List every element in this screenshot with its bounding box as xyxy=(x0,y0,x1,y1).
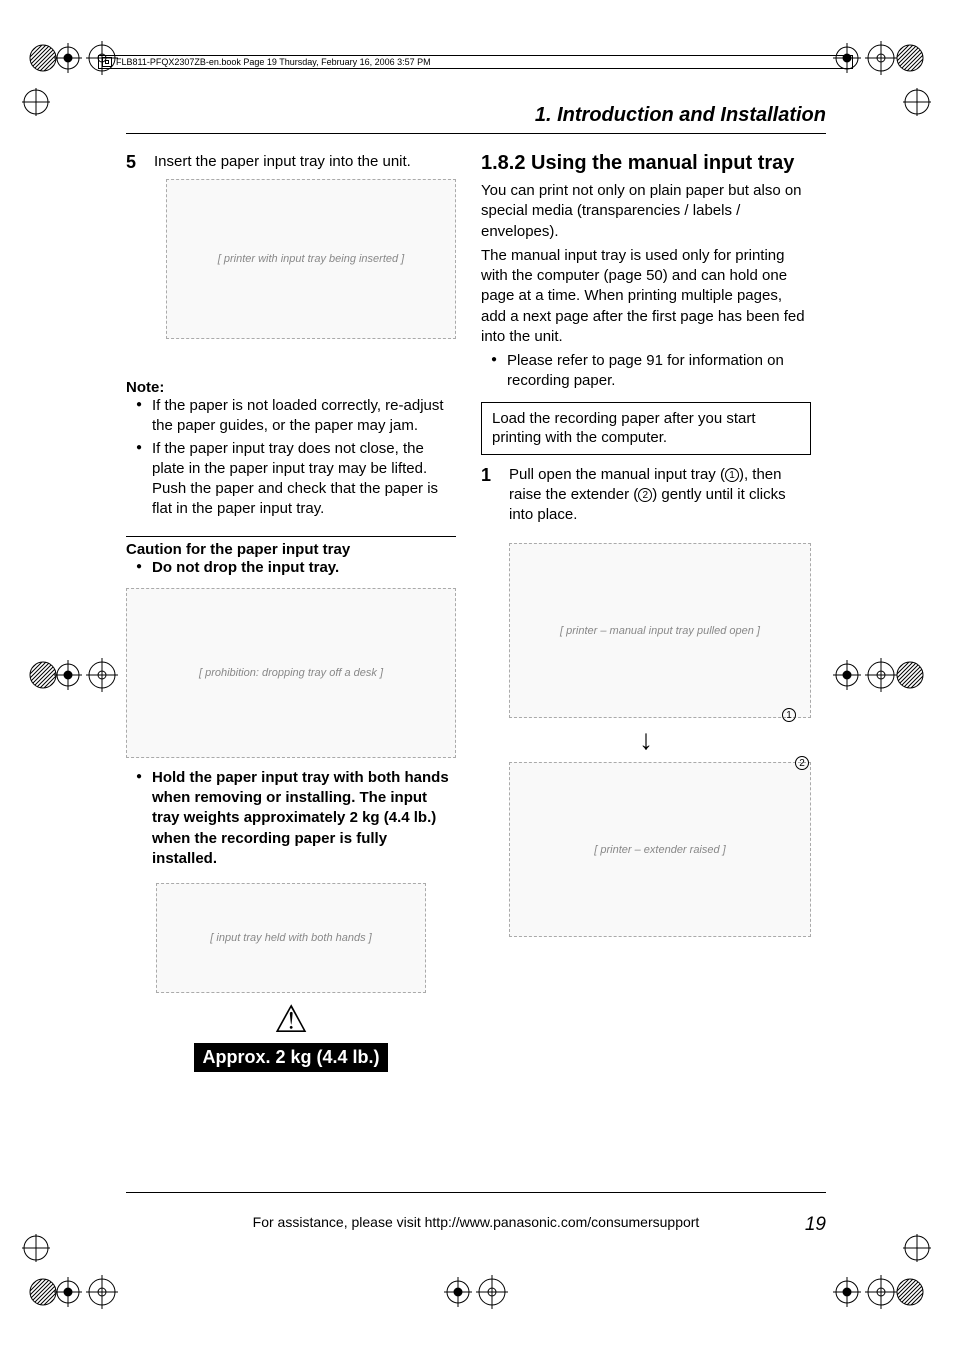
figure-manual-tray-1: [ printer – manual input tray pulled ope… xyxy=(509,543,811,718)
open-register-icon xyxy=(22,88,50,116)
crop-hatch-circle xyxy=(895,43,925,73)
footer-rule xyxy=(126,1192,826,1193)
figure-alt: [ printer with input tray being inserted… xyxy=(218,253,404,265)
crop-open-register xyxy=(22,88,50,116)
note-item: If the paper is not loaded correctly, re… xyxy=(140,396,456,437)
register-mark-icon xyxy=(54,1275,120,1309)
body-paragraph: The manual input tray is used only for p… xyxy=(481,246,811,347)
open-register-icon xyxy=(22,1234,50,1262)
figure-alt: [ input tray held with both hands ] xyxy=(210,932,371,944)
crop-register-pair xyxy=(54,1275,120,1309)
caution-list: Do not drop the input tray. xyxy=(126,558,456,578)
warning-triangle-icon: ⚠ xyxy=(274,1001,308,1039)
step-body: Pull open the manual input tray (1), the… xyxy=(509,465,811,526)
step-1: 1 Pull open the manual input tray (1), t… xyxy=(481,465,811,526)
footer-text: For assistance, please visit http://www.… xyxy=(126,1214,826,1230)
register-mark-icon xyxy=(444,1275,510,1309)
crop-register-pair xyxy=(833,658,899,692)
framemaker-header-bar: FLB811-PFQX2307ZB-en.book Page 19 Thursd… xyxy=(98,55,853,69)
crop-register-pair xyxy=(833,1275,899,1309)
book-icon xyxy=(102,57,112,67)
callout-icon: 1 xyxy=(725,468,739,482)
crop-hatch-circle xyxy=(895,1277,925,1307)
left-column: 5 Insert the paper input tray into the u… xyxy=(126,152,456,1072)
figure-manual-tray-1-wrap: [ printer – manual input tray pulled ope… xyxy=(509,543,811,718)
crop-hatch-circle xyxy=(895,660,925,690)
bullet-item: Please refer to page 91 for information … xyxy=(495,351,811,392)
crop-open-register xyxy=(22,1234,50,1262)
right-column: 1.8.2 Using the manual input tray You ca… xyxy=(481,152,811,937)
step-number: 5 xyxy=(126,152,154,173)
crop-open-register xyxy=(903,88,931,116)
bullet-list: Please refer to page 91 for information … xyxy=(481,351,811,392)
header-tag-text: FLB811-PFQX2307ZB-en.book Page 19 Thursd… xyxy=(116,57,431,67)
note-heading: Note: xyxy=(126,379,456,396)
figure-alt: [ printer – manual input tray pulled ope… xyxy=(560,625,760,637)
figure-hold-tray: [ input tray held with both hands ] xyxy=(156,883,426,993)
chapter-title: 1. Introduction and Installation xyxy=(126,104,826,134)
register-mark-icon xyxy=(54,658,120,692)
register-mark-icon xyxy=(833,658,899,692)
body-paragraph: You can print not only on plain paper bu… xyxy=(481,181,811,242)
callout-label: 1 xyxy=(782,708,796,722)
page-root: FLB811-PFQX2307ZB-en.book Page 19 Thursd… xyxy=(0,0,954,1351)
step-5: 5 Insert the paper input tray into the u… xyxy=(126,152,456,173)
register-mark-icon xyxy=(833,1275,899,1309)
hatch-circle-icon xyxy=(895,43,925,73)
step-text-part: Pull open the manual input tray ( xyxy=(509,466,725,483)
crop-register-pair xyxy=(54,658,120,692)
open-register-icon xyxy=(903,88,931,116)
step-body: Insert the paper input tray into the uni… xyxy=(154,152,411,173)
page-number: 19 xyxy=(805,1214,826,1236)
note-list: If the paper is not loaded correctly, re… xyxy=(126,396,456,520)
crop-register-pair xyxy=(444,1275,510,1309)
figure-insert-tray: [ printer with input tray being inserted… xyxy=(166,179,456,339)
section-heading: 1.8.2 Using the manual input tray xyxy=(481,152,811,175)
caution-heading: Caution for the paper input tray xyxy=(126,541,456,558)
figure-do-not-drop: [ prohibition: dropping tray off a desk … xyxy=(126,588,456,758)
figure-alt: [ prohibition: dropping tray off a desk … xyxy=(199,667,383,679)
hatch-circle-icon xyxy=(895,660,925,690)
figure-manual-tray-2-wrap: 2 [ printer – extender raised ] xyxy=(509,762,811,937)
hold-item: Hold the paper input tray with both hand… xyxy=(140,768,456,869)
note-item: If the paper input tray does not close, … xyxy=(140,439,456,520)
hatch-circle-icon xyxy=(895,1277,925,1307)
crop-open-register xyxy=(903,1234,931,1262)
boxed-note: Load the recording paper after you start… xyxy=(481,402,811,455)
step-number: 1 xyxy=(481,465,509,526)
open-register-icon xyxy=(903,1234,931,1262)
caution-item: Do not drop the input tray. xyxy=(140,558,456,578)
down-arrow-icon: ↓ xyxy=(481,724,811,756)
figure-manual-tray-2: [ printer – extender raised ] xyxy=(509,762,811,937)
callout-icon: 2 xyxy=(638,488,652,502)
figure-alt: [ printer – extender raised ] xyxy=(594,844,725,856)
weight-badge-text: Approx. 2 kg (4.4 lb.) xyxy=(194,1043,387,1072)
hold-list: Hold the paper input tray with both hand… xyxy=(126,768,456,869)
weight-badge-block: ⚠ Approx. 2 kg (4.4 lb.) xyxy=(126,1001,456,1072)
